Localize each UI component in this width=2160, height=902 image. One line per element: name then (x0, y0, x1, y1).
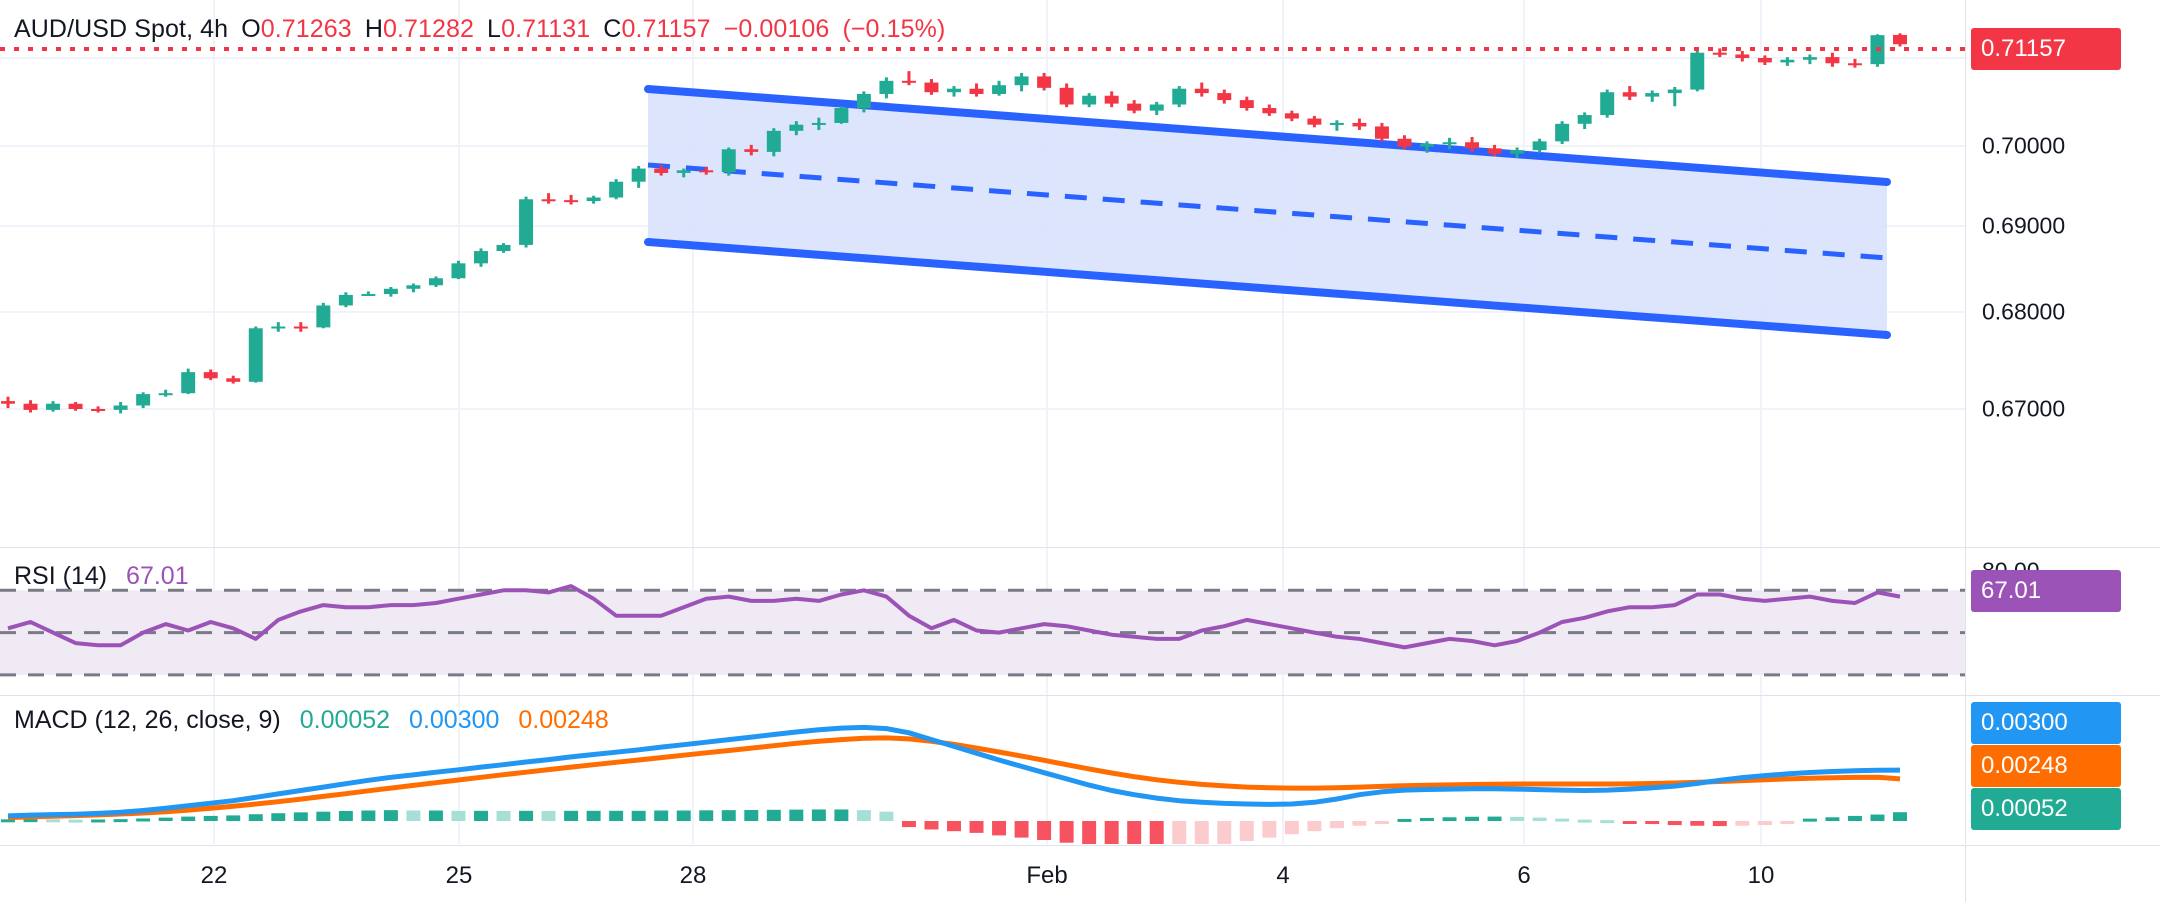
chart-legend[interactable]: AUD/USD Spot, 4h O0.71263 H0.71282 L0.71131… (14, 14, 945, 44)
macd-series (1, 696, 1907, 844)
candlestick-series (0, 0, 1965, 548)
ohlc-close-label: C (603, 15, 622, 43)
time-tick-label: 28 (679, 862, 707, 889)
price-tick: 0.67000 (1982, 395, 2066, 422)
time-tick-label: 6 (1517, 862, 1531, 889)
rsi-scale[interactable]: 80.0067.01 (1965, 548, 2160, 696)
ohlc-close-value: 0.71157 (621, 15, 711, 43)
rsi-value-badge[interactable]: 67.01 (1971, 570, 2121, 612)
time-tick-label: 4 (1276, 862, 1290, 889)
change-percent: (−0.15%) (842, 15, 946, 43)
rsi-series (0, 548, 1965, 696)
time-tick-label: 10 (1747, 862, 1775, 889)
price-pane[interactable]: 0.710000.700000.690000.680000.670000.711… (0, 0, 2160, 548)
pane-divider (0, 547, 2160, 548)
time-tick-label: Feb (1026, 862, 1068, 889)
macd-plot-area[interactable]: MACD (12, 26, close, 9) 0.00052 0.00300 … (0, 696, 1965, 844)
symbol-label[interactable]: AUD/USD Spot, 4h (14, 15, 229, 43)
macd-line-legend-value: 0.00300 (409, 706, 500, 734)
rsi-title: RSI (14) (14, 562, 108, 590)
macd-value-badge[interactable]: 0.00052 (1971, 788, 2121, 830)
macd-hist-legend-value: 0.00052 (299, 706, 391, 734)
time-tick-label: 22 (200, 862, 228, 889)
macd-pane[interactable]: MACD (12, 26, close, 9) 0.00052 0.00300 … (0, 696, 2160, 844)
time-axis[interactable]: 22 25 28 Feb 4 6 10 (0, 845, 2160, 902)
ohlc-open-value: 0.71263 (260, 15, 352, 43)
price-tick: 0.70000 (1982, 132, 2066, 159)
pane-divider (0, 695, 2160, 696)
axis-corner (1965, 846, 2160, 902)
current-price-badge[interactable]: 0.71157 (1971, 28, 2121, 70)
ohlc-low-value: 0.71131 (501, 15, 591, 43)
macd-value-badge[interactable]: 0.00248 (1971, 745, 2121, 787)
price-tick: 0.68000 (1982, 298, 2066, 325)
price-scale[interactable]: 0.710000.700000.690000.680000.670000.711… (1965, 0, 2160, 548)
rsi-legend[interactable]: RSI (14) 67.01 (14, 562, 189, 591)
macd-title: MACD (12, 26, close, 9) (14, 706, 281, 734)
macd-signal-legend-value: 0.00248 (518, 706, 609, 734)
rsi-pane[interactable]: RSI (14) 67.01 80.0067.01 (0, 548, 2160, 696)
time-tick-label: 25 (445, 862, 473, 889)
change-value: −0.00106 (723, 15, 830, 43)
ohlc-high-value: 0.71282 (382, 15, 475, 43)
price-plot-area[interactable] (0, 0, 1965, 548)
ohlc-open-label: O (241, 15, 261, 43)
macd-legend[interactable]: MACD (12, 26, close, 9) 0.00052 0.00300 … (14, 706, 609, 735)
macd-scale[interactable]: 0.00300 0.00248 0.00052 (1965, 696, 2160, 844)
macd-value-badge[interactable]: 0.00300 (1971, 702, 2121, 744)
rsi-plot-area[interactable]: RSI (14) 67.01 (0, 548, 1965, 696)
ohlc-low-label: L (487, 15, 502, 43)
ohlc-high-label: H (364, 15, 383, 43)
price-tick: 0.69000 (1982, 212, 2066, 239)
rsi-value: 67.01 (126, 562, 189, 590)
